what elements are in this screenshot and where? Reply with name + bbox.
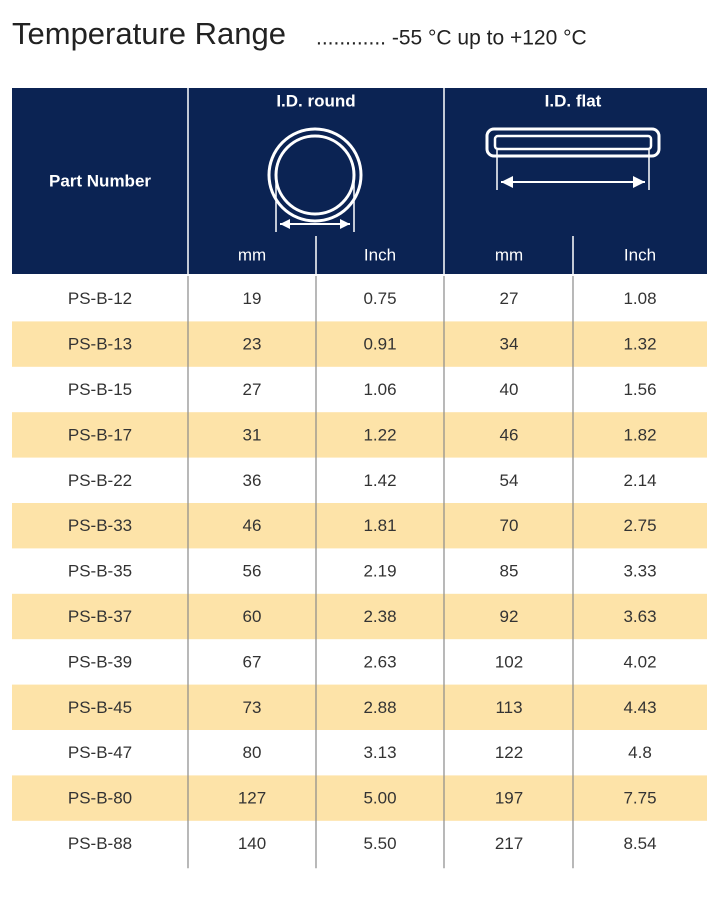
- cell: 5.50: [363, 834, 396, 853]
- row-band: [12, 775, 707, 821]
- cell: 1.42: [363, 471, 396, 490]
- unit-header: mm: [238, 245, 266, 264]
- flat-icon: [485, 127, 661, 190]
- cell: 40: [500, 380, 519, 399]
- unit-header: Inch: [364, 245, 396, 264]
- cell: 56: [243, 562, 262, 581]
- cell: 2.75: [623, 516, 656, 535]
- cell: 3.13: [363, 743, 396, 762]
- cell: 67: [243, 652, 262, 671]
- row-band: [12, 412, 707, 458]
- row-band: [12, 684, 707, 730]
- cell: 23: [243, 335, 262, 354]
- cell: 1.82: [623, 425, 656, 444]
- part-number: PS-B-80: [68, 789, 132, 808]
- cell: 5.00: [363, 789, 396, 808]
- part-number: PS-B-13: [68, 335, 132, 354]
- cell: 4.43: [623, 698, 656, 717]
- group-header: I.D. round: [276, 91, 355, 110]
- cell: 3.33: [623, 562, 656, 581]
- cell: 140: [238, 834, 266, 853]
- cell: 1.56: [623, 380, 656, 399]
- table-body: PS-B-12 19 0.75 27 1.08 PS-B-13 23 0.91 34 1.32 PS…: [12, 276, 707, 869]
- cell: 80: [243, 743, 262, 762]
- title: Temperature Range: [12, 16, 286, 51]
- cell: 27: [243, 380, 262, 399]
- row-band: [12, 503, 707, 549]
- cell: 54: [500, 471, 519, 490]
- cell: 1.08: [623, 289, 656, 308]
- cell: 122: [495, 743, 523, 762]
- group-header: I.D. flat: [545, 91, 602, 110]
- cell: 1.32: [623, 335, 656, 354]
- part-number: PS-B-33: [68, 516, 132, 535]
- cell: 46: [243, 516, 262, 535]
- cell: 36: [243, 471, 262, 490]
- cell: 217: [495, 834, 523, 853]
- cell: 27: [500, 289, 519, 308]
- cell: 3.63: [623, 607, 656, 626]
- cell: 70: [500, 516, 519, 535]
- cell: 1.22: [363, 425, 396, 444]
- cell: 1.81: [363, 516, 396, 535]
- cell: 4.8: [628, 743, 652, 762]
- unit-header: Inch: [624, 245, 656, 264]
- temperature-range: ............ -55 °C up to +120 °C: [316, 27, 587, 50]
- part-number: PS-B-45: [68, 698, 132, 717]
- cell: 113: [495, 698, 522, 717]
- cell: 2.19: [363, 562, 396, 581]
- cell: 85: [500, 562, 519, 581]
- cell: 4.02: [623, 652, 656, 671]
- cell: 34: [500, 335, 519, 354]
- cell: 73: [243, 698, 262, 717]
- cell: 60: [243, 607, 262, 626]
- cell: 0.75: [363, 289, 396, 308]
- cell: 1.06: [363, 380, 396, 399]
- cell: 46: [500, 425, 519, 444]
- part-number: PS-B-12: [68, 289, 132, 308]
- cell: 2.63: [363, 652, 396, 671]
- cell: 92: [500, 607, 519, 626]
- part-number: PS-B-39: [68, 652, 132, 671]
- part-number: PS-B-47: [68, 743, 132, 762]
- part-number: PS-B-22: [68, 471, 132, 490]
- cell: 19: [243, 289, 262, 308]
- row-band: [12, 593, 707, 640]
- cell: 31: [243, 425, 262, 444]
- part-number: PS-B-15: [68, 380, 132, 399]
- cell: 2.14: [623, 471, 656, 490]
- part-number: PS-B-17: [68, 425, 132, 444]
- part-number: PS-B-88: [68, 834, 132, 853]
- cell: 8.54: [623, 834, 656, 853]
- unit-header: mm: [495, 245, 523, 264]
- cell: 7.75: [623, 789, 656, 808]
- row-band: [12, 321, 707, 367]
- cell: 127: [238, 789, 266, 808]
- cell: 0.91: [363, 335, 396, 354]
- cell: 2.38: [363, 607, 396, 626]
- cell: 2.88: [363, 698, 396, 717]
- part-number: PS-B-35: [68, 562, 132, 581]
- cell: 102: [495, 652, 523, 671]
- part-number-header: Part Number: [49, 171, 151, 190]
- cell: 197: [495, 789, 523, 808]
- round-icon: [267, 127, 363, 232]
- part-number: PS-B-37: [68, 607, 132, 626]
